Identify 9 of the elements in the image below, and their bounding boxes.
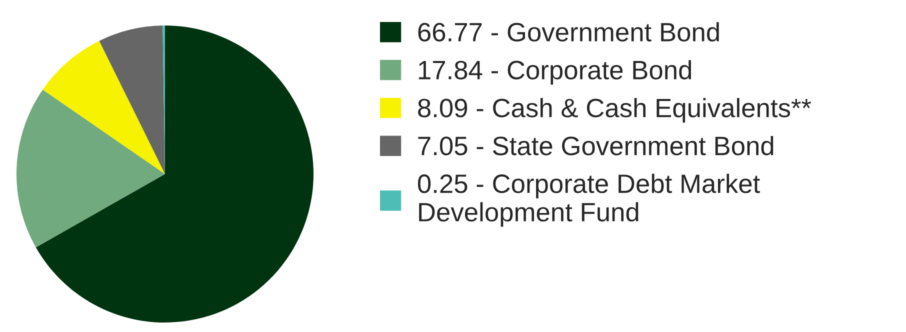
legend-label: 17.84 - Corporate Bond — [418, 60, 692, 85]
legend-label: 8.09 - Cash & Cash Equivalents** — [418, 98, 812, 123]
pie-slice — [16, 90, 165, 248]
pie-slice — [42, 40, 165, 174]
legend-label: 66.77 - Government Bond — [418, 22, 719, 42]
pie-slice — [36, 25, 314, 323]
legend-label: 7.05 - State Government Bond — [418, 136, 774, 156]
legend-label: 0.25 - Corporate Debt Market Development Fund — [418, 174, 760, 227]
pie-slice — [99, 26, 165, 174]
